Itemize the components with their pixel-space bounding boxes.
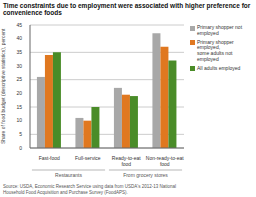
svg-text:Fast-food: Fast-food xyxy=(39,155,60,161)
svg-text:Non-ready-to-eat: Non-ready-to-eat xyxy=(145,155,184,161)
svg-text:25: 25 xyxy=(16,76,22,82)
svg-text:5: 5 xyxy=(19,131,22,137)
html-text:Primary shopper employed, some: Primary shopper employed, some adults no… xyxy=(197,38,234,62)
html-text:Share of food budget (descript: Share of food budget (descriptive statis… xyxy=(0,28,6,145)
svg-text:45: 45 xyxy=(16,22,22,28)
svg-text:Ready-to-eat: Ready-to-eat xyxy=(111,155,141,161)
svg-text:0: 0 xyxy=(19,145,22,151)
svg-text:food: food xyxy=(160,161,170,167)
html-text:Primary shopper not employed: Primary shopper not employed xyxy=(197,24,242,36)
svg-text:10: 10 xyxy=(16,117,22,123)
svg-text:30: 30 xyxy=(16,63,22,69)
svg-text:40: 40 xyxy=(16,35,22,41)
svg-text:15: 15 xyxy=(16,104,22,110)
svg-text:food: food xyxy=(121,161,131,167)
svg-text:35: 35 xyxy=(16,49,22,55)
html-text:Source: USDA, Economic Researc: Source: USDA, Economic Research Service … xyxy=(3,184,176,195)
svg-text:From grocery stores: From grocery stores xyxy=(123,172,168,178)
html-text:Time constraints due to employ: Time constraints due to employment were … xyxy=(3,2,251,17)
svg-text:20: 20 xyxy=(16,90,22,96)
svg-text:Restaurants: Restaurants xyxy=(55,172,82,178)
html-text:All adults employed: All adults employed xyxy=(197,64,241,71)
svg-text:Full-service: Full-service xyxy=(75,155,101,161)
